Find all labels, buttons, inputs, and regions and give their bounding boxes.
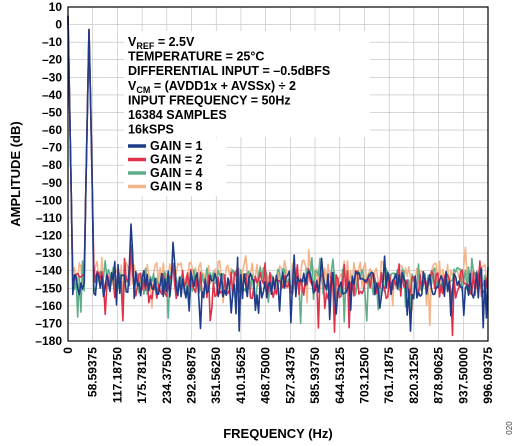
- x-axis-title: FREQUENCY (Hz): [223, 426, 333, 441]
- x-tick-label: 0: [61, 347, 75, 354]
- annotation-line: VCM = (AVDD1x + AVSSx) ÷ 2: [128, 79, 296, 95]
- y-tick-label: –70: [42, 141, 62, 155]
- annotation-line: DIFFERENTIAL INPUT = –0.5dBFS: [128, 64, 330, 78]
- figure-number: 020: [505, 421, 514, 435]
- legend-label: GAIN = 8: [150, 180, 202, 194]
- x-tick-label: 175.78125: [135, 347, 149, 404]
- y-tick-label: –160: [35, 299, 62, 313]
- y-tick-label: –170: [35, 316, 62, 330]
- x-tick-label: 703.12500: [357, 347, 371, 404]
- y-tick-label: –130: [35, 246, 62, 260]
- y-tick-label: –110: [36, 211, 62, 225]
- x-tick-label: 234.37500: [160, 347, 174, 404]
- y-tick-label: –140: [35, 264, 62, 278]
- x-tick-label: 468.75000: [259, 347, 273, 404]
- x-tick-label: 878.90625: [432, 347, 446, 404]
- y-tick-label: –50: [42, 105, 62, 119]
- y-tick-label: –60: [42, 123, 62, 137]
- annotation-line: VREF = 2.5V: [128, 35, 195, 51]
- y-tick-label: –40: [42, 88, 62, 102]
- y-axis-ticks: 10 0 –10 –20 –30 –40 –50 –60 –70 –80 –90 –100 –110 –1…: [35, 0, 62, 348]
- y-tick-label: 0: [55, 18, 62, 32]
- y-tick-label: –150: [35, 281, 62, 295]
- x-tick-label: 585.93750: [308, 347, 322, 404]
- x-axis-ticks: 0 58.59375 117.18750 175.78125 234.37500 292.…: [61, 347, 495, 404]
- x-tick-label: 117.18750: [110, 347, 124, 403]
- y-tick-label: –90: [42, 176, 62, 190]
- y-tick-label: –10: [42, 35, 62, 49]
- annotation-backdrop: [124, 31, 370, 137]
- x-tick-label: 351.56250: [209, 347, 223, 404]
- annotation-line: 16384 SAMPLES: [128, 108, 227, 122]
- y-tick-label: 10: [49, 0, 63, 14]
- annotation-line: 16kSPS: [128, 123, 174, 137]
- annotation-line: INPUT FREQUENCY = 50Hz: [128, 93, 291, 107]
- x-tick-label: 820.31250: [407, 347, 421, 404]
- y-tick-label: –30: [42, 70, 62, 84]
- x-tick-label: 292.96875: [185, 347, 199, 404]
- x-tick-label: 996.09375: [481, 347, 495, 404]
- x-tick-label: 527.34375: [283, 347, 297, 404]
- annotation-line: TEMPERATURE = 25°C: [128, 50, 264, 64]
- x-tick-label: 761.71875: [382, 347, 396, 404]
- legend-label: GAIN = 2: [150, 153, 202, 167]
- y-tick-label: –180: [35, 334, 62, 348]
- y-tick-label: –100: [35, 193, 62, 207]
- x-tick-label: 937.50000: [456, 347, 470, 404]
- x-tick-label: 644.53125: [333, 347, 347, 404]
- series-layer: [67, 15, 489, 337]
- y-tick-label: –20: [42, 53, 62, 67]
- plot-frame: [67, 6, 489, 342]
- y-tick-label: –120: [35, 229, 62, 243]
- x-tick-label: 410.15625: [234, 347, 248, 404]
- legend-label: GAIN = 1: [150, 139, 202, 153]
- y-tick-label: –80: [42, 158, 62, 172]
- y-axis-title: AMPLITUDE (dB): [8, 121, 23, 226]
- legend-label: GAIN = 4: [150, 166, 202, 180]
- x-tick-label: 58.59375: [86, 347, 100, 397]
- series-line-gain-1: [67, 15, 489, 332]
